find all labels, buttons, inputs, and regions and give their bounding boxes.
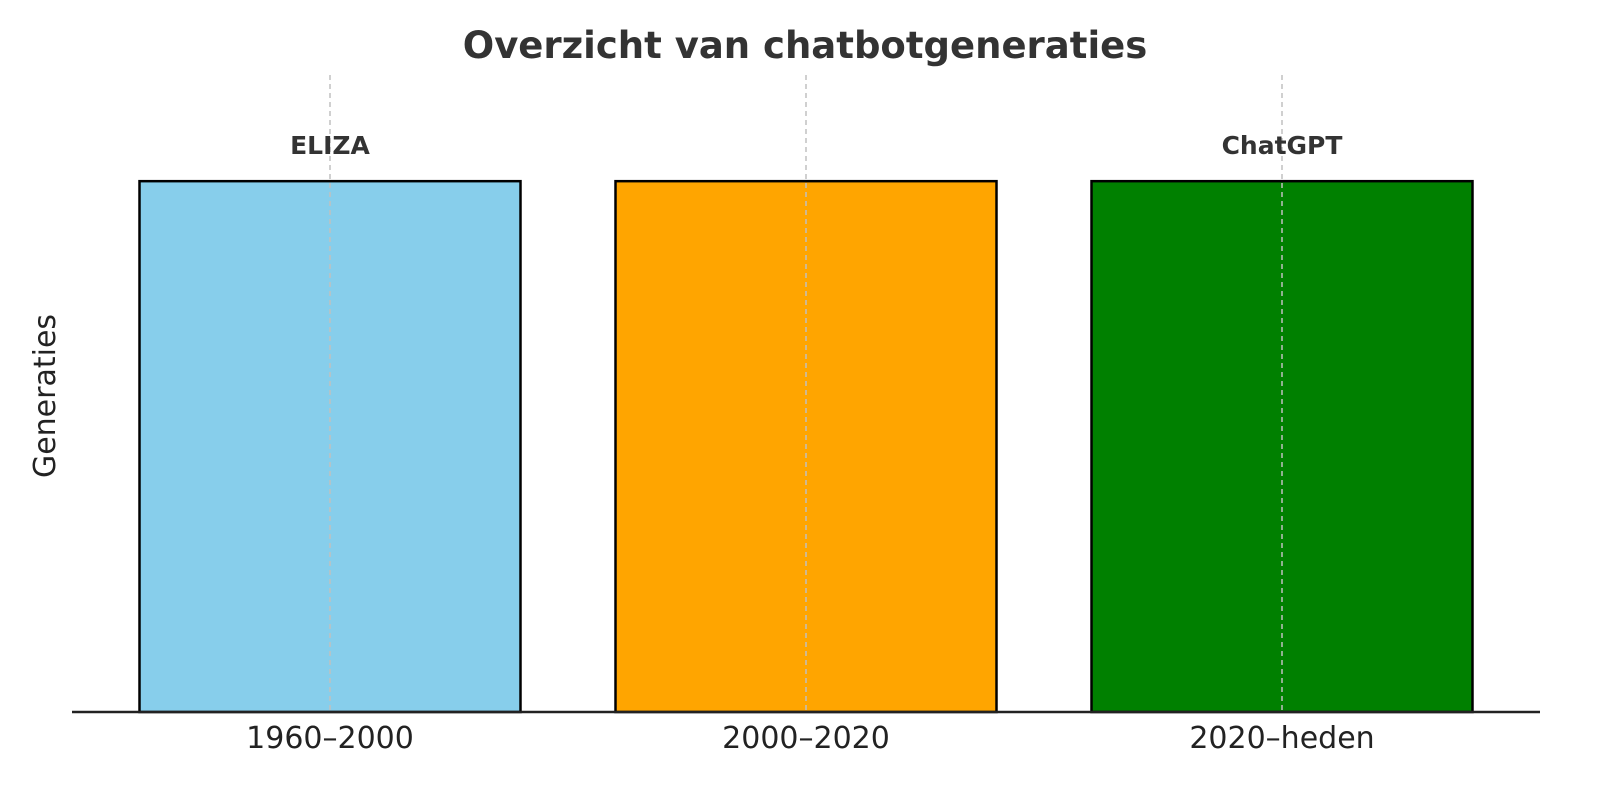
x-tick-label-1: 1960–2000 bbox=[246, 721, 414, 756]
x-tick-label-3: 2020–heden bbox=[1189, 721, 1374, 756]
bar-label-1: ELIZA bbox=[290, 131, 370, 160]
y-axis-label: Generaties bbox=[28, 314, 63, 478]
x-tick-label-2: 2000–2020 bbox=[722, 721, 890, 756]
bar-label-3: ChatGPT bbox=[1222, 131, 1343, 160]
grid-layer bbox=[329, 75, 1283, 712]
bar-labels-layer: ELIZA ChatGPT bbox=[290, 131, 1342, 160]
x-tick-labels: 1960–2000 2000–2020 2020–heden bbox=[246, 721, 1375, 756]
chart-title: Overzicht van chatbotgeneraties bbox=[463, 24, 1148, 67]
